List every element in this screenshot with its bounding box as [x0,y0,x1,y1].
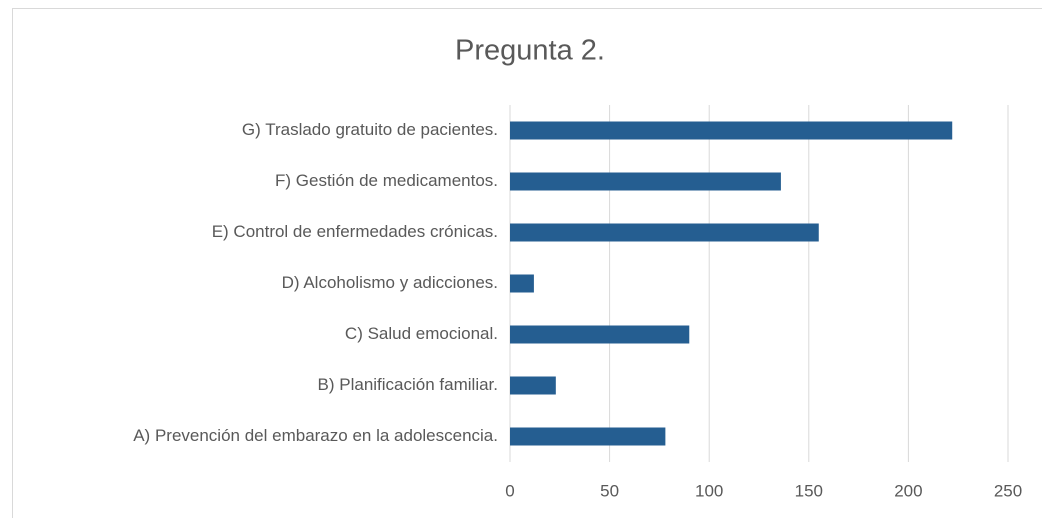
y-tick-label: D) Alcoholismo y adicciones. [282,273,498,292]
y-tick-label: A) Prevención del embarazo en la adolesc… [133,426,498,445]
bar [510,121,953,140]
x-tick-label: 50 [600,481,619,500]
y-tick-label: G) Traslado gratuito de pacientes. [242,120,498,139]
bar [510,172,781,191]
x-tick-label: 200 [894,481,922,500]
x-tick-label: 150 [795,481,823,500]
x-tick-label: 100 [695,481,723,500]
y-tick-label: B) Planificación familiar. [318,375,498,394]
x-tick-label: 0 [505,481,514,500]
bar [510,223,819,242]
bar [510,427,666,446]
bar [510,376,556,395]
y-tick-label: E) Control de enfermedades crónicas. [212,222,498,241]
y-tick-label: F) Gestión de medicamentos. [275,171,498,190]
y-tick-label: C) Salud emocional. [345,324,498,343]
x-tick-label: 250 [994,481,1022,500]
chart-title: Pregunta 2. [455,35,605,67]
bar [510,325,690,344]
chart-border [12,8,1042,518]
bar [510,274,534,293]
